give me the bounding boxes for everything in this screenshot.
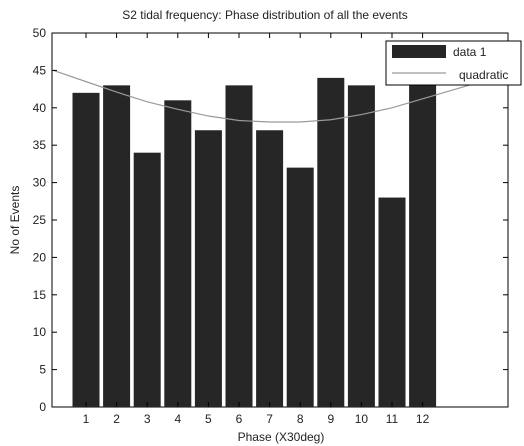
y-tick-label: 0	[39, 400, 46, 414]
x-axis-label: Phase (X30deg)	[238, 430, 325, 444]
quadratic-fit-line	[51, 69, 509, 123]
y-axis: 0 5 10 15 20 25 30 35 40 45 50	[33, 26, 508, 414]
y-tick-label: 20	[33, 250, 47, 264]
bar	[409, 85, 437, 408]
y-tick-label: 35	[33, 138, 47, 152]
x-tick-label: 8	[297, 412, 304, 426]
y-axis-label: No of Events	[8, 186, 22, 255]
x-tick-label: 6	[236, 412, 243, 426]
x-tick-label: 7	[266, 412, 273, 426]
x-tick-label: 9	[327, 412, 334, 426]
bar	[133, 152, 161, 407]
y-tick-label: 5	[39, 363, 46, 377]
bar	[347, 85, 375, 408]
bar	[164, 100, 192, 407]
bar	[286, 167, 314, 407]
x-tick-label: 11	[386, 412, 399, 426]
x-axis: 1 2 3 4 5 6 7 8 9 10 11 12	[83, 33, 430, 426]
bar	[72, 92, 100, 407]
y-tick-label: 25	[33, 213, 47, 227]
x-tick-label: 12	[416, 412, 430, 426]
legend-label-data1: data 1	[453, 45, 487, 59]
bar	[256, 130, 284, 408]
y-tick-label: 40	[33, 101, 47, 115]
quadratic-series	[51, 69, 509, 123]
legend-box	[385, 40, 522, 86]
x-tick-label: 10	[355, 412, 369, 426]
legend-label-quadratic: quadratic	[459, 68, 508, 82]
bar	[225, 85, 253, 408]
x-tick-label: 4	[174, 412, 181, 426]
bar	[317, 77, 345, 407]
bar-series	[72, 77, 437, 408]
bar	[194, 130, 222, 408]
x-tick-label: 3	[144, 412, 151, 426]
bar	[378, 197, 406, 407]
y-tick-label: 15	[33, 288, 47, 302]
y-tick-label: 45	[33, 63, 47, 77]
y-tick-label: 10	[33, 325, 47, 339]
x-tick-label: 1	[83, 412, 90, 426]
y-tick-label: 50	[33, 26, 47, 40]
y-tick-label: 30	[33, 176, 47, 190]
bar	[103, 85, 131, 408]
x-tick-label: 2	[113, 412, 120, 426]
legend: data 1 quadratic	[385, 40, 522, 86]
x-tick-label: 5	[205, 412, 212, 426]
legend-bar-swatch	[392, 45, 446, 58]
chart-title: S2 tidal frequency: Phase distribution o…	[122, 8, 408, 22]
